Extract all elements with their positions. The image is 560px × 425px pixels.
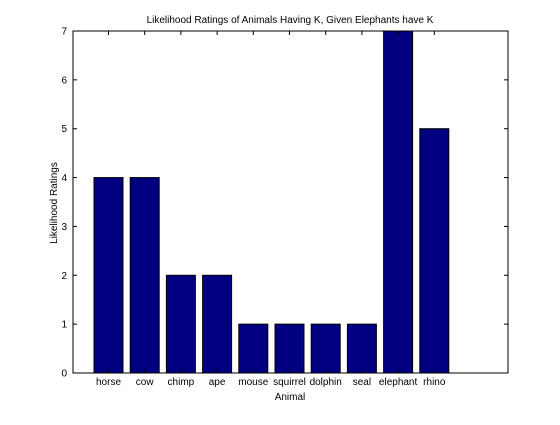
x-axis-label: Animal: [275, 392, 306, 403]
x-tick-label-squirrel: squirrel: [273, 377, 306, 388]
bar-dolphin: [311, 324, 340, 373]
bar-elephant: [384, 31, 413, 373]
y-tick-label: 5: [61, 124, 67, 135]
y-tick-label: 4: [61, 173, 67, 184]
x-tick-label-rhino: rhino: [423, 377, 446, 388]
x-tick-label-cow: cow: [136, 377, 155, 388]
x-tick-label-seal: seal: [353, 377, 371, 388]
y-tick-label: 3: [61, 222, 67, 233]
bar-ape: [203, 275, 232, 373]
y-tick-label: 2: [61, 271, 67, 282]
bar-rhino: [420, 129, 449, 373]
x-tick-label-elephant: elephant: [379, 377, 418, 388]
x-tick-label-dolphin: dolphin: [310, 377, 342, 388]
bar-mouse: [239, 324, 268, 373]
y-tick-label: 7: [61, 27, 67, 38]
bars-group: [94, 31, 449, 373]
y-axis-label: Likelihood Ratings: [49, 162, 60, 244]
y-tick-label: 1: [61, 320, 67, 331]
x-tick-label-chimp: chimp: [168, 377, 195, 388]
bar-horse: [94, 178, 123, 373]
bar-seal: [347, 324, 376, 373]
x-tick-label-horse: horse: [96, 377, 121, 388]
bar-cow: [130, 178, 159, 373]
y-tick-label: 0: [61, 369, 67, 380]
y-tick-label: 6: [61, 75, 67, 86]
bar-chimp: [166, 275, 195, 373]
x-tick-label-mouse: mouse: [238, 377, 268, 388]
chart-title: Likelihood Ratings of Animals Having K, …: [147, 15, 434, 26]
x-tick-label-ape: ape: [209, 377, 226, 388]
bar-squirrel: [275, 324, 304, 373]
